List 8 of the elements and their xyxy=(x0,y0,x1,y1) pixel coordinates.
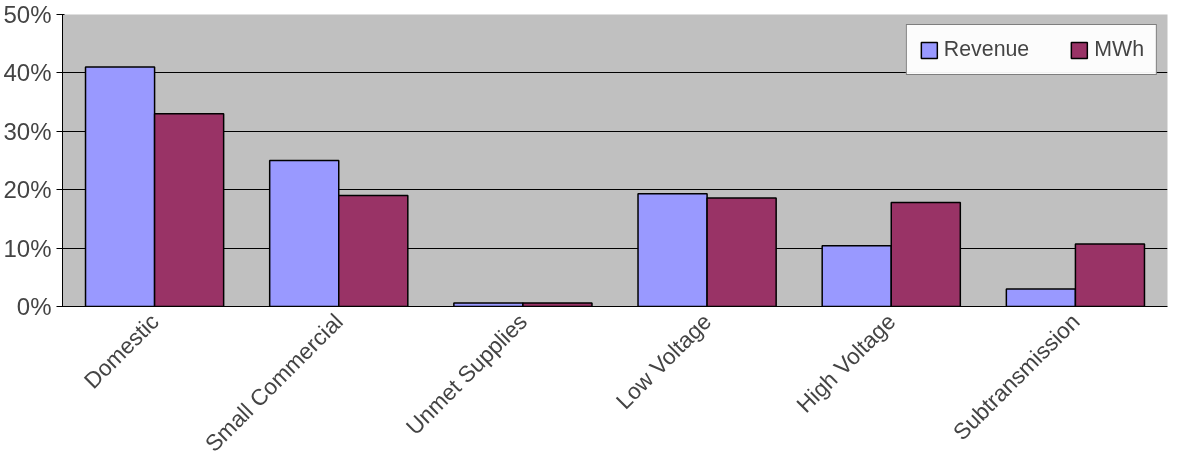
y-tick-label: 40% xyxy=(3,59,52,87)
legend-label: Revenue xyxy=(943,37,1030,62)
y-tick-label: 50% xyxy=(3,1,52,28)
y-tick-label: 10% xyxy=(3,234,52,262)
y-tick-label: 0% xyxy=(16,293,52,320)
y-tick-label: 30% xyxy=(3,117,52,145)
y-tick-label: 20% xyxy=(3,176,52,204)
legend-label: MWh xyxy=(1094,37,1144,62)
